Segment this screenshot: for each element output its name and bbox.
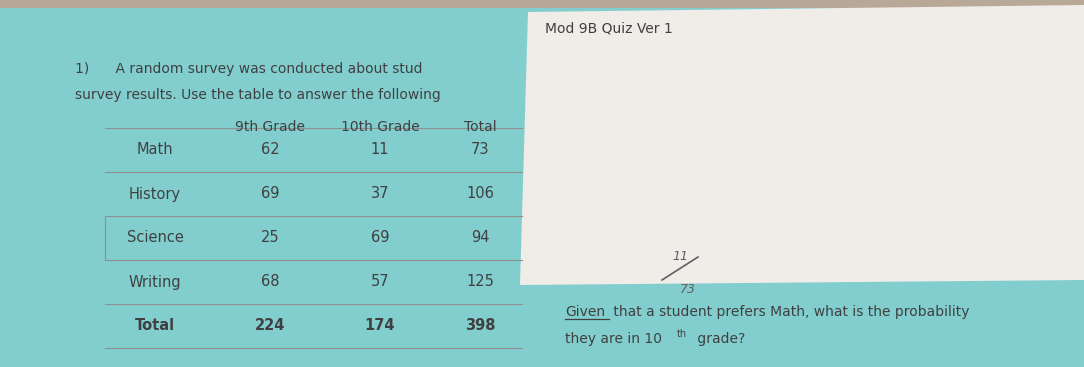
Text: 106: 106 [466,186,494,201]
Text: Given: Given [565,305,605,319]
Text: 94: 94 [470,230,489,246]
Text: grade?: grade? [693,332,746,346]
Text: th: th [678,329,687,339]
Text: 1)      A random survey was conducted about stud: 1) A random survey was conducted about s… [75,62,423,76]
Text: 174: 174 [364,319,396,334]
Text: History: History [129,186,181,201]
Text: they are in 10: they are in 10 [565,332,662,346]
Text: Total: Total [464,120,496,134]
Text: 68: 68 [261,275,280,290]
Text: 69: 69 [371,230,389,246]
Text: 11: 11 [371,142,389,157]
Text: Writing: Writing [129,275,181,290]
Text: Total: Total [134,319,175,334]
Text: 398: 398 [465,319,495,334]
Text: 73: 73 [680,283,696,296]
Text: 9th Grade: 9th Grade [235,120,305,134]
Text: 69: 69 [261,186,280,201]
Text: 224: 224 [255,319,285,334]
Text: 57: 57 [371,275,389,290]
Polygon shape [520,5,1084,285]
Text: Math: Math [137,142,173,157]
Text: 37: 37 [371,186,389,201]
Text: Mod 9B Quiz Ver 1: Mod 9B Quiz Ver 1 [545,22,673,36]
Text: 62: 62 [260,142,280,157]
Text: 73: 73 [470,142,489,157]
Text: 10th Grade: 10th Grade [340,120,420,134]
Text: 125: 125 [466,275,494,290]
Text: 11: 11 [672,250,688,263]
Text: survey results. Use the table to answer the following: survey results. Use the table to answer … [75,88,441,102]
Text: 25: 25 [260,230,280,246]
Text: Science: Science [127,230,183,246]
Text: that a student prefers Math, what is the probability: that a student prefers Math, what is the… [609,305,969,319]
